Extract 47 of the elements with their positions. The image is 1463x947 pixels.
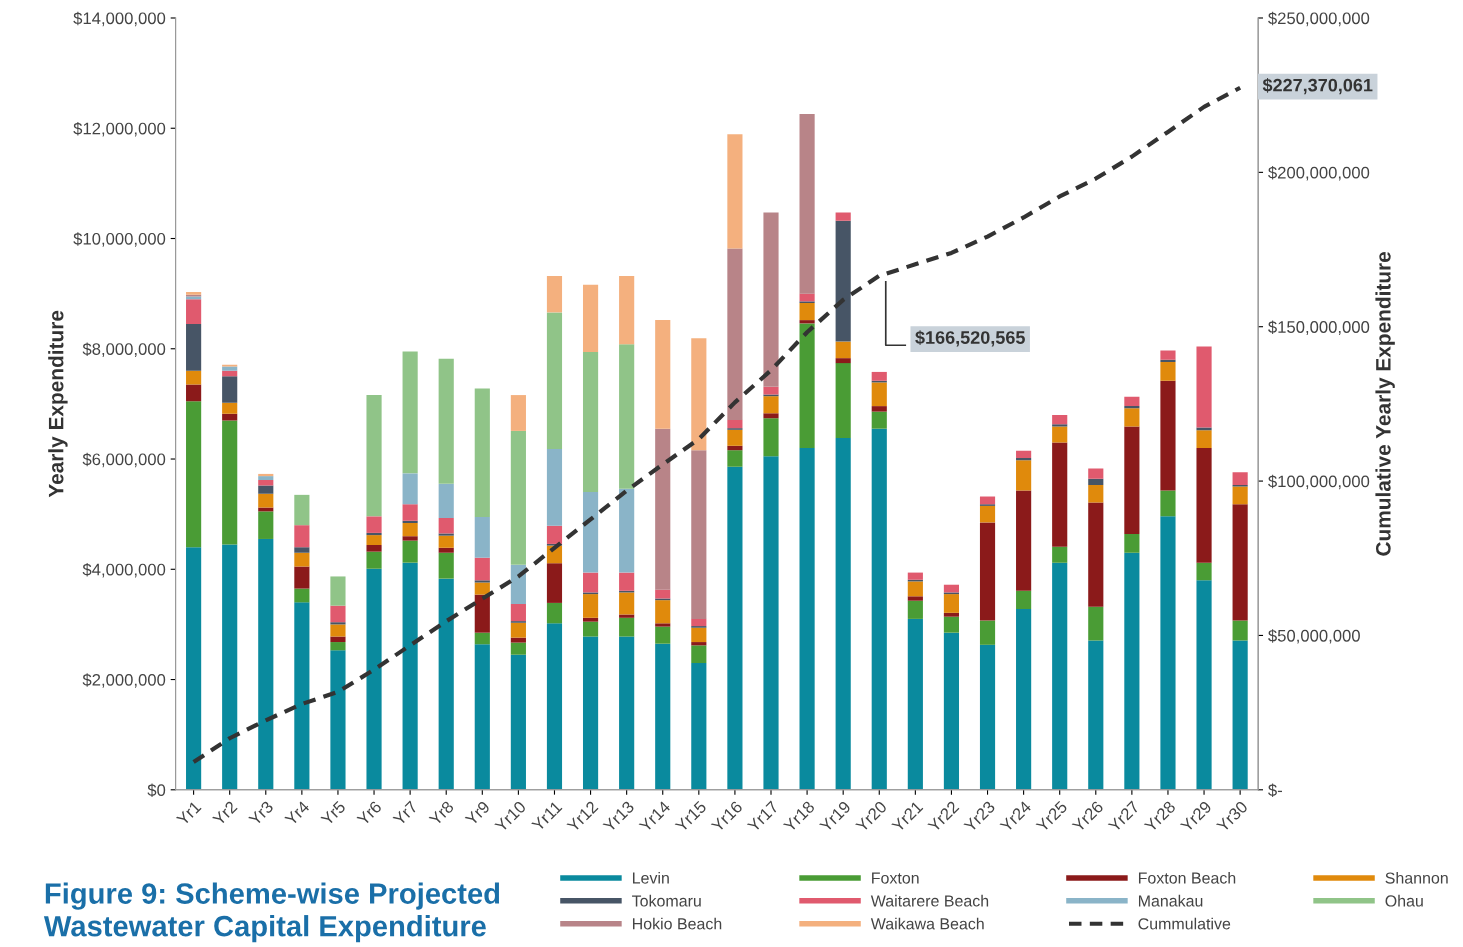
y2-axis-title: Cumulative Yearly Expenditure	[1375, 251, 1395, 556]
x-tick-label: Yr11	[531, 800, 563, 832]
y2-tick-label: $250,000,000	[1268, 11, 1370, 27]
legend-label: Waitarere Beach	[870, 894, 989, 907]
text: $227,370,061	[1262, 77, 1373, 95]
legend-label: Cummulative	[1138, 917, 1231, 930]
y-tick-label: $10,000,000	[73, 232, 166, 247]
y-tick-label: $6,000,000	[82, 452, 166, 468]
y-tick-label: $2,000,000	[82, 673, 166, 688]
legend-label: Manakau	[1138, 894, 1203, 907]
text: Figure 9: Scheme-wise Projected Wastewater Capital Expenditure	[43, 882, 500, 943]
legend-label: Tokomaru	[632, 894, 701, 907]
y-tick-label: $0	[147, 783, 166, 797]
legend-label: Ohau	[1385, 894, 1423, 907]
y-tick-label: $12,000,000	[73, 121, 166, 137]
x-tick-label: Yr2	[211, 800, 238, 827]
x-tick-label: Yr4	[284, 800, 311, 827]
legend-label: Waikawa Beach	[870, 917, 984, 930]
x-tick-label: Yr7	[392, 800, 419, 827]
y2-tick-label: $200,000,000	[1268, 166, 1370, 181]
y2-tick-label: $100,000,000	[1268, 474, 1370, 490]
x-tick-label: Yr28	[1143, 800, 1177, 833]
x-tick-label: Yr1	[175, 800, 202, 827]
x-tick-label: Yr21	[891, 800, 924, 833]
y-tick-label: $14,000,000	[73, 11, 166, 27]
y-tick-label: $8,000,000	[82, 342, 166, 357]
legend-label: Foxton Beach	[1138, 871, 1236, 884]
x-tick-label: Yr29	[1179, 800, 1213, 833]
y2-tick-label: $50,000,000	[1268, 629, 1360, 644]
x-tick-label: Yr9	[464, 800, 491, 827]
x-tick-label: Yr6	[356, 800, 383, 827]
legend-label: Foxton	[872, 872, 919, 884]
legend-label: Hokio Beach	[632, 917, 722, 930]
y-axis-title: Yearly Expenditure	[48, 310, 68, 498]
x-tick-label: Yr8	[428, 800, 455, 827]
legend-label: Levin	[632, 871, 669, 884]
y-tick-label: $4,000,000	[82, 562, 166, 578]
x-tick-label: Yr19	[818, 800, 852, 833]
x-tick-label: Yr20	[854, 800, 888, 833]
legend-label: Shannon	[1385, 871, 1448, 884]
x-tick-label: Yr10	[494, 800, 527, 833]
annotation: $166,520,565	[915, 330, 1025, 347]
x-tick-label: Yr5	[320, 800, 347, 827]
x-tick-label: Yr3	[248, 800, 274, 827]
y2-tick-label: $150,000,000	[1268, 320, 1370, 335]
x-tick-label: Yr30	[1215, 800, 1249, 833]
y2-tick-label: $-	[1268, 783, 1282, 797]
